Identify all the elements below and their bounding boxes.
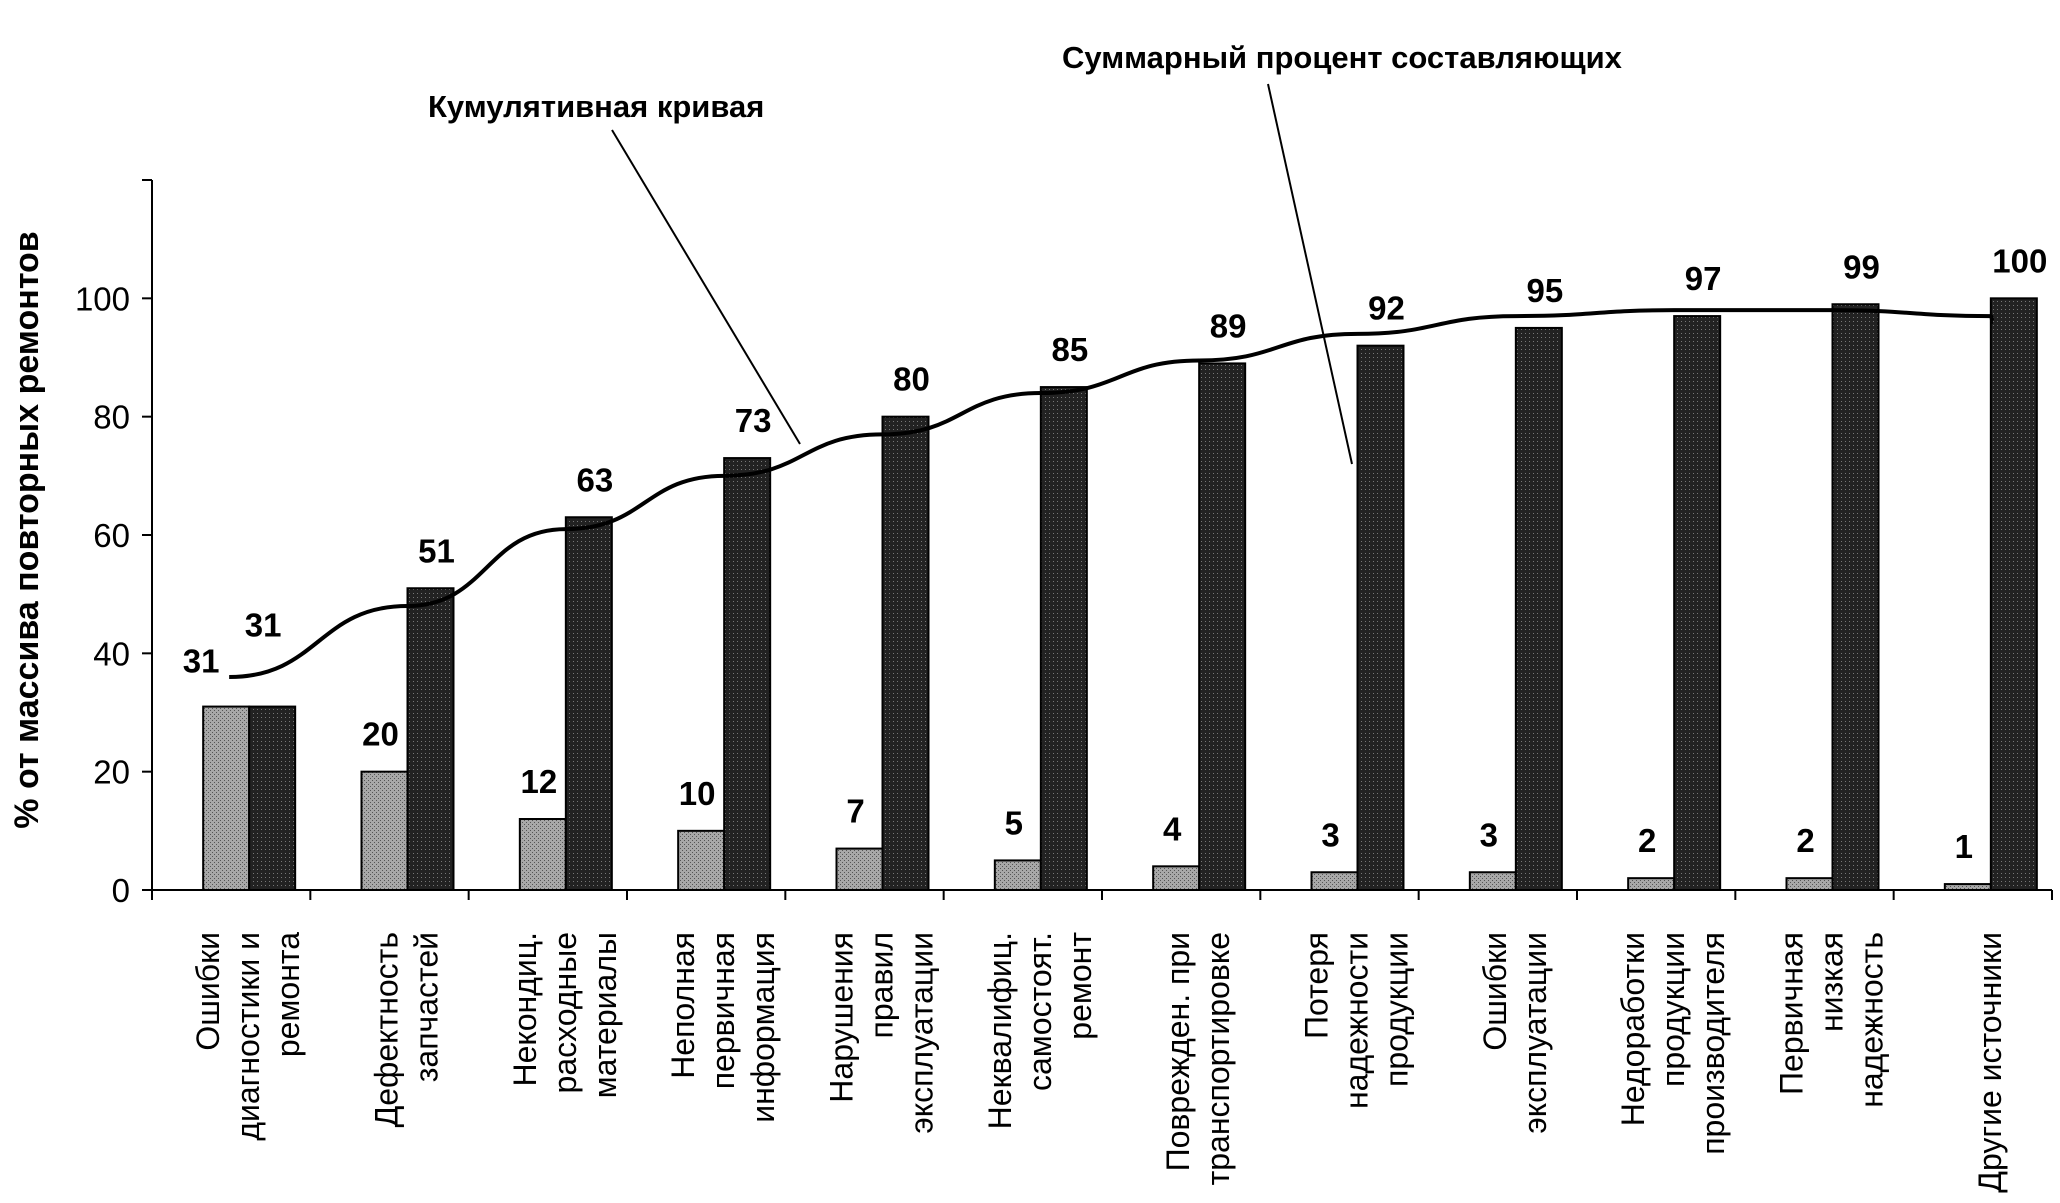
cumulative-bar xyxy=(248,705,297,891)
component-value-label: 3 xyxy=(1480,816,1498,853)
component-bar xyxy=(677,829,726,891)
y-tick-label: 0 xyxy=(112,872,130,909)
sum-annotation: Суммарный процент составляющих xyxy=(1062,40,1623,75)
category-label: запчастей xyxy=(409,932,445,1082)
component-value-label: 31 xyxy=(183,643,220,680)
category-labels: Ошибки диагностики и ремонта Дефектность зап… xyxy=(190,932,2008,1193)
component-value-label: 1 xyxy=(1955,828,1973,865)
category-label: Дефектность xyxy=(369,932,405,1127)
cumulative-value-label: 85 xyxy=(1051,331,1088,368)
category-label: информация xyxy=(745,932,781,1123)
cumulative-value-label: 95 xyxy=(1526,272,1563,309)
cumulative-value-label: 92 xyxy=(1368,290,1405,327)
component-value-label: 2 xyxy=(1796,822,1814,859)
category-label: Другие источники xyxy=(1972,932,2008,1193)
component-value-label: 5 xyxy=(1005,804,1023,841)
category-label: первичная xyxy=(705,932,741,1089)
component-value-label: 3 xyxy=(1321,816,1339,853)
cumulative-bar xyxy=(881,415,930,891)
component-bar xyxy=(1943,883,1992,891)
cumulative-bar xyxy=(564,516,613,891)
cumulative-curve-group xyxy=(229,308,1995,679)
category-label: Нарушения xyxy=(824,932,860,1103)
component-value-label: 20 xyxy=(362,716,399,753)
component-bar xyxy=(360,770,409,892)
cumulative-bar xyxy=(406,587,455,891)
y-tick-label: 60 xyxy=(93,517,130,554)
cumulative-value-label: 97 xyxy=(1685,260,1722,297)
cumulative-value-label: 31 xyxy=(245,607,282,644)
y-tick-label: 80 xyxy=(93,399,130,436)
component-bar xyxy=(1310,871,1359,891)
category-label: эксплуатации xyxy=(904,932,940,1134)
category-label: самостоят. xyxy=(1022,932,1058,1091)
cumulative-bar xyxy=(1514,326,1563,891)
category-label: Неквалифиц. xyxy=(982,932,1018,1129)
component-bar xyxy=(1468,871,1517,891)
category-label: низкая xyxy=(1814,932,1850,1032)
curve-annotation: Кумулятивная кривая xyxy=(428,89,764,124)
cumulative-bar xyxy=(723,457,772,891)
category-label: Недоработки xyxy=(1615,932,1651,1126)
category-label: материалы xyxy=(587,932,623,1098)
category-label: Неполная xyxy=(665,932,701,1079)
cumulative-value-label: 89 xyxy=(1210,307,1247,344)
category-label: надежности xyxy=(1339,932,1375,1109)
category-label: Потеря xyxy=(1299,932,1335,1039)
component-value-label: 2 xyxy=(1638,822,1656,859)
component-bar xyxy=(202,705,251,891)
category-label: правил xyxy=(864,932,900,1038)
category-label: транспортировке xyxy=(1200,932,1236,1185)
sum-annotation-leader xyxy=(1267,83,1353,465)
y-tick-label: 20 xyxy=(93,754,130,791)
category-label: Первичная xyxy=(1774,932,1810,1095)
category-label: Ошибки xyxy=(1477,932,1513,1051)
cumulative-bar xyxy=(1039,386,1088,891)
category-label: ремонт xyxy=(1062,932,1098,1040)
component-bar xyxy=(835,847,884,891)
category-label: эксплуатации xyxy=(1517,932,1553,1134)
category-label: расходные xyxy=(547,932,583,1093)
cumulative-value-label: 100 xyxy=(1992,242,2047,279)
category-label: продукции xyxy=(1379,932,1415,1087)
category-label: диагностики и xyxy=(230,932,266,1141)
category-label: ремонта xyxy=(270,932,306,1057)
cumulative-curve xyxy=(229,308,1995,679)
category-label: продукции xyxy=(1655,932,1691,1087)
curve-annotation-leader xyxy=(611,129,801,445)
component-value-label: 4 xyxy=(1163,810,1182,847)
cumulative-bar xyxy=(1198,362,1247,891)
y-axis-label: % от массива повторных ремонтов xyxy=(8,231,46,828)
value-labels: 31 31 20 51 12 63 10 73 7 80 5 85 4 89 3 92 3 95 2 97 2 99 1 10… xyxy=(183,242,2048,865)
component-bar xyxy=(993,859,1042,892)
component-bar xyxy=(518,818,567,891)
cumulative-value-label: 63 xyxy=(576,461,613,498)
annotations: Кумулятивная кривая Суммарный процент со… xyxy=(428,40,1623,465)
component-value-label: 12 xyxy=(520,763,557,800)
category-label: Поврежден. при xyxy=(1160,932,1196,1171)
component-bar xyxy=(1785,877,1834,892)
cumulative-value-label: 80 xyxy=(893,361,930,398)
cumulative-bar xyxy=(1673,315,1722,892)
cumulative-bar xyxy=(1356,344,1405,891)
cumulative-bar xyxy=(1989,297,2038,892)
cumulative-value-label: 99 xyxy=(1843,248,1880,285)
component-value-label: 7 xyxy=(846,793,864,830)
cumulative-value-label: 51 xyxy=(418,532,455,569)
y-tick-label: 100 xyxy=(75,280,130,317)
category-label: Ошибки xyxy=(190,932,226,1051)
y-tick-label: 40 xyxy=(93,635,130,672)
component-value-label: 10 xyxy=(679,775,716,812)
bars xyxy=(202,297,2038,892)
component-bar xyxy=(1152,865,1201,891)
axes: 0 20 40 60 80 100 xyxy=(75,179,2053,909)
category-label: Некондиц. xyxy=(507,932,543,1087)
component-bar xyxy=(1627,877,1676,892)
cumulative-bar xyxy=(1831,303,1880,891)
category-label: надежность xyxy=(1854,932,1890,1108)
category-label: производителя xyxy=(1695,932,1731,1155)
cumulative-value-label: 73 xyxy=(735,402,772,439)
